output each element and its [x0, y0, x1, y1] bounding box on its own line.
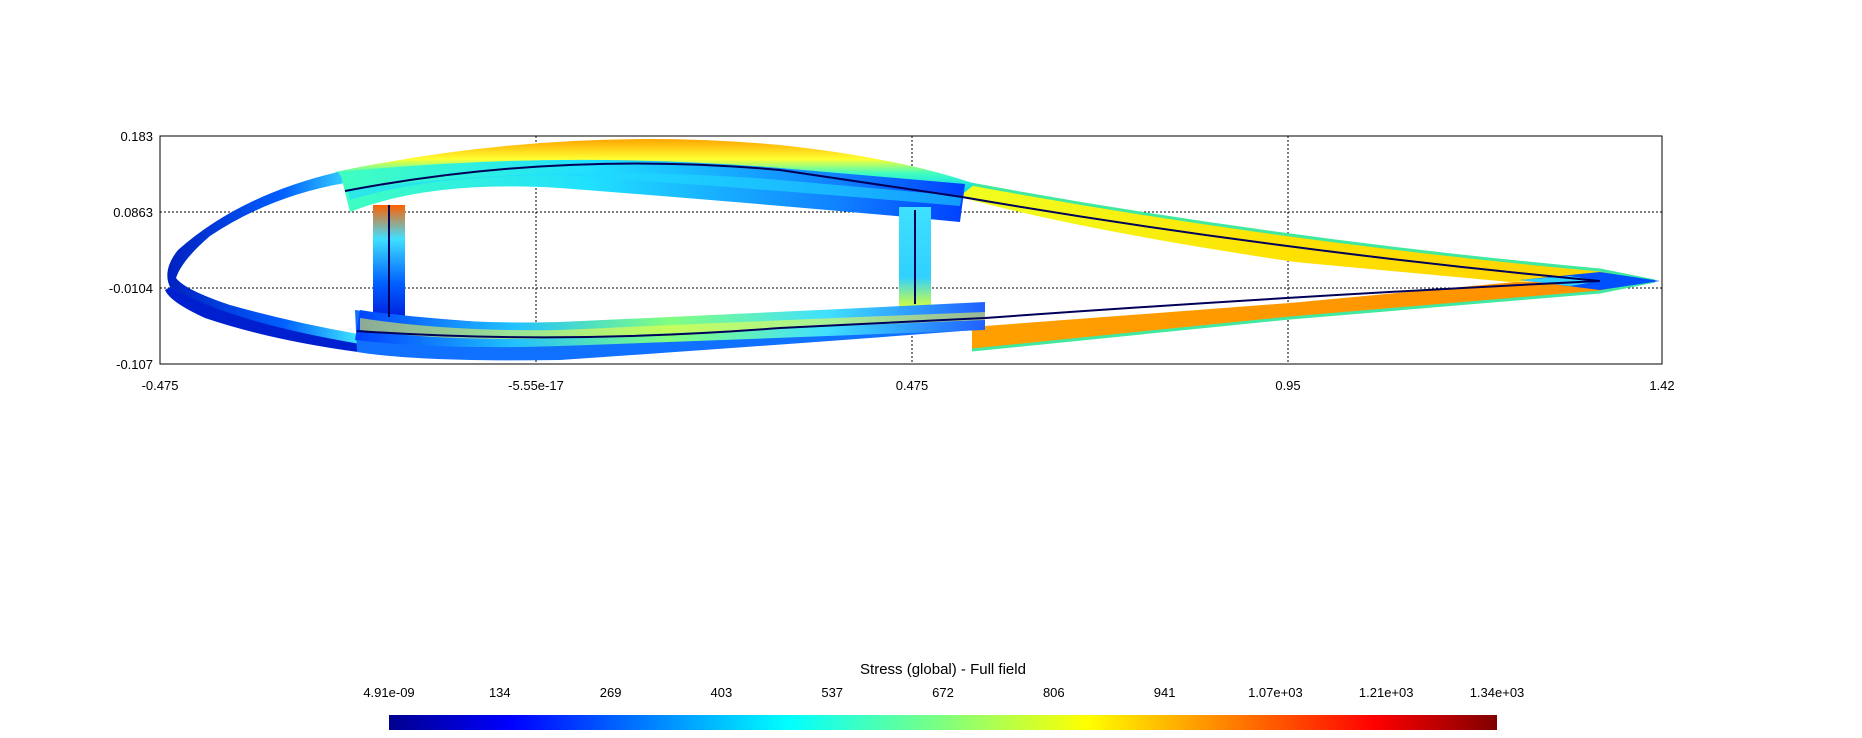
colorbar-tick-label: 941: [1154, 685, 1176, 700]
colorbar-tick-label: 134: [489, 685, 511, 700]
colorbar-gradient: [389, 715, 1497, 730]
colorbar-tick-labels: 4.91e-09 134 269 403 537 672 806 941 1.07e+03 1.2…: [363, 685, 1524, 700]
lower-spar-cap: [355, 302, 985, 348]
lower-midline: [356, 280, 1601, 339]
x-tick-label: 1.42: [1649, 378, 1674, 393]
leading-edge-skin: [167, 172, 360, 344]
te-outer-edge: [959, 180, 1656, 283]
te-outer-edge: [971, 279, 1656, 352]
lower-spar-cap-band: [360, 312, 985, 339]
colorbar: Stress (global) - Full field 4.91e-09 134…: [363, 661, 1524, 730]
colorbar-tick-label: 1.34e+03: [1470, 685, 1525, 700]
y-tick-label: 0.183: [120, 129, 153, 144]
x-tick-label: 0.475: [896, 378, 929, 393]
colorbar-tick-label: 269: [600, 685, 622, 700]
colorbar-tick-label: 806: [1043, 685, 1065, 700]
plot-frame: [159, 135, 1663, 365]
x-tick-label: -0.475: [142, 378, 179, 393]
colorbar-tick-label: 672: [932, 685, 954, 700]
upper-spar-cap-band: [348, 172, 962, 206]
y-tick-label: -0.0104: [109, 281, 153, 296]
colorbar-title: Stress (global) - Full field: [860, 661, 1026, 678]
y-tick-labels: 0.183 0.0863 -0.0104 -0.107: [109, 129, 153, 372]
te-upper-skin: [960, 182, 1655, 282]
x-tick-label: 0.95: [1275, 378, 1300, 393]
leading-edge-skin-lower: [165, 287, 360, 352]
y-tick-label: 0.0863: [113, 205, 153, 220]
colorbar-tick-label: 403: [711, 685, 733, 700]
colorbar-tick-label: 537: [821, 685, 843, 700]
colorbar-tick-label: 1.21e+03: [1359, 685, 1414, 700]
y-tick-label: -0.107: [116, 357, 153, 372]
upper-midline: [344, 162, 1601, 282]
colorbar-tick-label: 1.07e+03: [1248, 685, 1303, 700]
x-tick-label: -5.55e-17: [508, 378, 564, 393]
colorbar-tick-label: 4.91e-09: [363, 685, 414, 700]
x-tick-labels: -0.475 -5.55e-17 0.475 0.95 1.42: [142, 378, 1675, 393]
upper-spar-cap: [340, 159, 965, 222]
airfoil-structure: [165, 139, 1660, 361]
